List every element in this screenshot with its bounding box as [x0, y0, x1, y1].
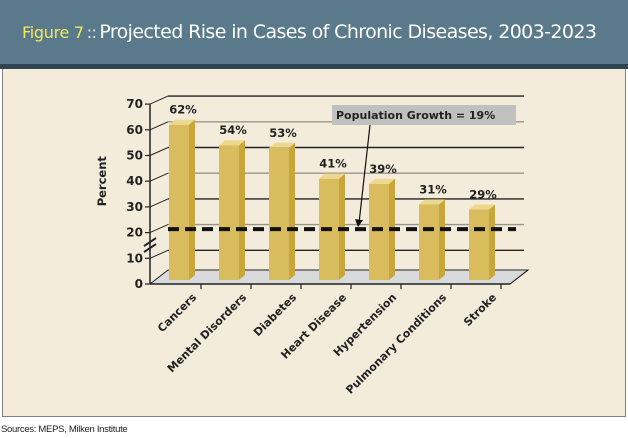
y-tick-label: 70 — [126, 97, 143, 111]
axis-layer — [143, 103, 529, 289]
axis-break-mark — [143, 243, 157, 253]
bar-front — [419, 204, 439, 280]
y-tick-label: 50 — [126, 149, 143, 163]
y-axis-label: Percent — [95, 156, 109, 207]
data-label: 53% — [269, 126, 297, 140]
source-note: Sources: MEPS, Milken Institute — [1, 424, 128, 435]
bar-top — [169, 119, 195, 125]
y-tick-label: 40 — [126, 174, 143, 188]
title-separator: :: — [86, 23, 97, 42]
bar-front — [219, 145, 239, 280]
bar-top — [419, 199, 445, 205]
y-tick-label: 60 — [126, 123, 143, 137]
bar-front — [469, 209, 489, 280]
annotation-layer: Population Growth = 19% — [332, 105, 516, 228]
data-label: 29% — [469, 187, 497, 201]
bar-side — [439, 199, 445, 280]
category-label: Diabetes — [251, 291, 299, 339]
bar-side — [339, 173, 345, 280]
y-tick-label: 10 — [126, 251, 143, 265]
category-label: Stroke — [461, 291, 499, 329]
data-label: 31% — [419, 182, 447, 196]
depth-connector — [149, 172, 169, 182]
y-tick-label: 0 — [135, 277, 143, 291]
data-label: 62% — [169, 103, 197, 117]
bar-front — [369, 183, 389, 280]
depth-connector — [149, 95, 169, 105]
annotation-box — [332, 105, 516, 125]
bar — [269, 142, 295, 280]
bar-side — [189, 119, 195, 280]
annotation-text: Population Growth = 19% — [336, 109, 495, 122]
depth-connector — [149, 224, 169, 234]
data-label: 54% — [219, 123, 247, 137]
annotation-arrow — [358, 124, 371, 224]
y-tick-label: 20 — [126, 226, 143, 240]
arrow-head-icon — [355, 219, 363, 228]
bars-layer — [169, 119, 495, 280]
figure-number: Figure 7 — [22, 23, 84, 42]
data-label: 39% — [369, 162, 397, 176]
axis-break-mark — [143, 237, 157, 247]
bar — [169, 119, 195, 280]
depth-connector — [149, 249, 169, 259]
figure-header — [0, 0, 628, 64]
depth-connector — [149, 198, 169, 208]
bar-top — [319, 173, 345, 179]
header-divider — [0, 64, 628, 69]
figure-title: Figure 7:: Projected Rise in Cases of Chr… — [22, 21, 597, 43]
floor-edge — [509, 269, 529, 285]
figure-title-text: Projected Rise in Cases of Chronic Disea… — [99, 21, 597, 43]
bar-top — [269, 142, 295, 148]
bar-top — [369, 178, 395, 184]
bar — [469, 204, 495, 280]
bar-side — [239, 140, 245, 280]
bar-front — [269, 147, 289, 280]
data-label: 41% — [319, 157, 347, 171]
chart-panel — [2, 69, 626, 417]
bar-side — [489, 204, 495, 280]
category-label: Pulmonary Conditions — [343, 291, 449, 397]
bar-top — [469, 204, 495, 210]
category-label: Cancers — [155, 291, 199, 335]
depth-connector — [149, 121, 169, 131]
bar-top — [219, 140, 245, 146]
y-tick-label: 30 — [126, 200, 143, 214]
bar — [219, 140, 245, 280]
depth-connector — [149, 147, 169, 156]
bar — [419, 199, 445, 280]
bar-front — [169, 124, 189, 280]
bar-side — [289, 142, 295, 280]
bar — [319, 173, 345, 280]
